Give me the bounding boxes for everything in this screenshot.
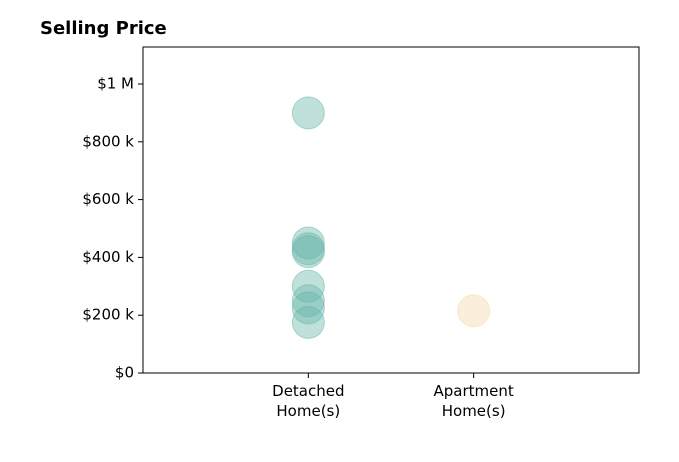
y-tick-label: $1 M	[97, 74, 134, 92]
plot-frame	[142, 46, 640, 374]
x-tick-label: Apartment Home(s)	[433, 382, 514, 420]
point	[291, 235, 325, 269]
point	[457, 294, 491, 328]
point	[291, 96, 325, 130]
x-tick-label: Detached Home(s)	[272, 382, 345, 420]
point	[291, 291, 325, 325]
chart-title: Selling Price	[40, 18, 167, 39]
y-tick-label: $600 k	[82, 190, 134, 208]
y-tick-label: $400 k	[82, 248, 134, 266]
y-tick-label: $800 k	[82, 132, 134, 150]
y-tick-label: $200 k	[82, 306, 134, 324]
y-tick-label: $0	[115, 364, 134, 382]
point	[291, 305, 325, 339]
